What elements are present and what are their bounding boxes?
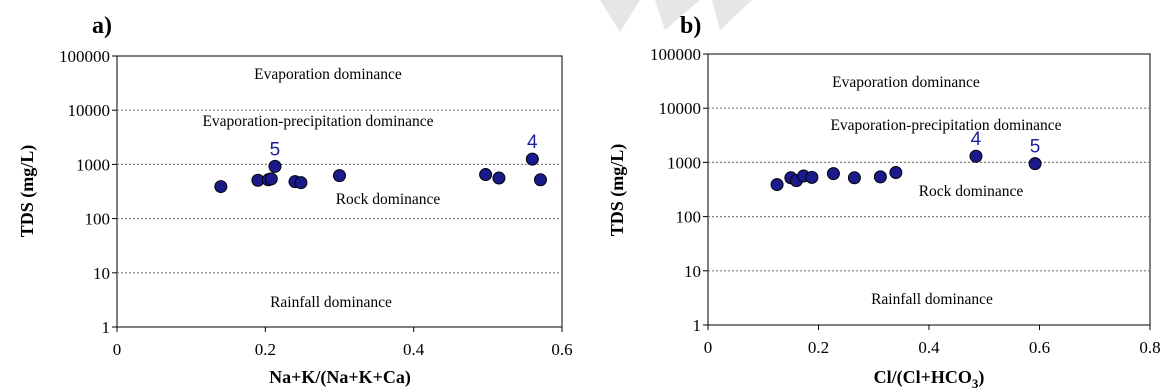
panel-a-data-point bbox=[264, 172, 278, 186]
panel-b-x-tick-label: 0.8 bbox=[1139, 338, 1160, 357]
panel-b-data-point bbox=[826, 167, 840, 181]
panel-b-y-tick-label: 1000 bbox=[667, 153, 701, 172]
panel-a-data-point bbox=[268, 159, 282, 173]
panel-a-label: a) bbox=[92, 13, 112, 39]
panel-b-point-annotation: 4 bbox=[971, 129, 982, 150]
panel-b-gridlines bbox=[708, 107, 1150, 272]
panel-b-x-axis-title-subscript: 3 bbox=[972, 376, 979, 390]
panel-b-data-point bbox=[847, 171, 861, 185]
panel-b-x-tick-label: 0.2 bbox=[808, 338, 829, 357]
panel-a-y-tick-label: 10 bbox=[93, 264, 110, 283]
panel-b-chart: b) Evaporation dominance Evaporation-pre… bbox=[607, 13, 1161, 390]
panel-b-x-tick-label: 0 bbox=[704, 338, 713, 357]
panel-a-y-tick-label: 100000 bbox=[59, 47, 110, 66]
panel-a-y-axis-title: TDS (mg/L) bbox=[17, 145, 38, 238]
panel-b-data-point bbox=[770, 178, 784, 192]
panel-a-data-point bbox=[333, 169, 346, 183]
panel-a-chart: a) Evaporation dominance Evaporation-pre… bbox=[17, 13, 573, 388]
panel-b-region-rainfall: Rainfall dominance bbox=[871, 291, 993, 308]
panel-a-region-evaporation: Evaporation dominance bbox=[254, 66, 402, 83]
panel-b-x-ticks: 0 0.2 0.4 0.6 0.8 bbox=[704, 325, 1161, 357]
panel-b-y-tick-label: 1 bbox=[693, 316, 702, 335]
panel-b-x-tick-label: 0.6 bbox=[1029, 338, 1050, 357]
panel-a-point-annotation: 4 bbox=[527, 132, 538, 153]
panel-b-y-tick-label: 10 bbox=[684, 262, 701, 281]
panel-b-data-point bbox=[805, 170, 819, 184]
panel-b-data-point bbox=[889, 166, 903, 180]
panel-b-y-tick-label: 100 bbox=[676, 208, 702, 227]
panel-a-y-tick-label: 1 bbox=[102, 318, 111, 337]
panel-a-data-point bbox=[214, 180, 228, 194]
panel-b-y-axis-title: TDS (mg/L) bbox=[607, 144, 628, 237]
panel-a-y-tick-label: 100 bbox=[85, 210, 111, 229]
panel-b-region-evaporation: Evaporation dominance bbox=[832, 74, 980, 91]
panel-b-x-tick-label: 0.4 bbox=[918, 338, 940, 357]
panel-a-data-point bbox=[533, 173, 547, 187]
panel-b-region-rock: Rock dominance bbox=[919, 183, 1024, 200]
panel-a-x-axis-title: Na+K/(Na+K+Ca) bbox=[269, 367, 411, 388]
panel-b-data-point bbox=[873, 170, 887, 184]
panel-a-x-tick-label: 0 bbox=[113, 340, 122, 359]
panel-b-point-annotation: 5 bbox=[1030, 137, 1041, 158]
panel-a-x-tick-label: 0.4 bbox=[403, 340, 425, 359]
panel-b-y-tick-label: 10000 bbox=[659, 99, 702, 118]
panel-a-y-tick-label: 10000 bbox=[68, 101, 111, 120]
panel-a-points bbox=[214, 152, 547, 194]
panel-a-data-point bbox=[479, 168, 493, 182]
panel-b-label: b) bbox=[680, 13, 701, 39]
panel-a-region-rainfall: Rainfall dominance bbox=[270, 294, 392, 311]
panel-b-points bbox=[770, 149, 1042, 192]
panel-b-x-axis-title-main: Cl/(Cl+HCO bbox=[874, 367, 972, 388]
panel-b-data-point bbox=[969, 149, 983, 163]
panel-a-x-ticks: 0 0.2 0.4 0.6 bbox=[113, 327, 573, 359]
panel-b-y-ticks: 1 10 100 1000 10000 100000 bbox=[650, 45, 708, 335]
panel-b-region-evaporation-precipitation: Evaporation-precipitation dominance bbox=[830, 117, 1061, 134]
panel-a-data-point bbox=[525, 152, 539, 166]
panel-a-y-ticks: 1 10 100 1000 10000 100000 bbox=[59, 47, 117, 337]
panel-a-data-point bbox=[294, 176, 308, 190]
panel-a-region-rock: Rock dominance bbox=[336, 191, 441, 208]
panel-a-x-tick-label: 0.6 bbox=[551, 340, 572, 359]
panel-a-y-tick-label: 1000 bbox=[76, 155, 110, 174]
watermark bbox=[600, 0, 752, 32]
panel-a-plot-frame bbox=[116, 55, 563, 328]
panel-a-region-evaporation-precipitation: Evaporation-precipitation dominance bbox=[202, 113, 433, 130]
panel-a-point-annotation: 5 bbox=[270, 139, 281, 160]
panel-b-y-tick-label: 100000 bbox=[650, 45, 701, 64]
panel-b-x-axis-title: Cl/(Cl+HCO3) bbox=[874, 367, 985, 390]
panel-b-data-point bbox=[1028, 157, 1042, 171]
panel-b-x-axis-title-end: ) bbox=[978, 367, 984, 388]
panel-a-data-point bbox=[492, 171, 506, 185]
panel-a-x-tick-label: 0.2 bbox=[255, 340, 276, 359]
